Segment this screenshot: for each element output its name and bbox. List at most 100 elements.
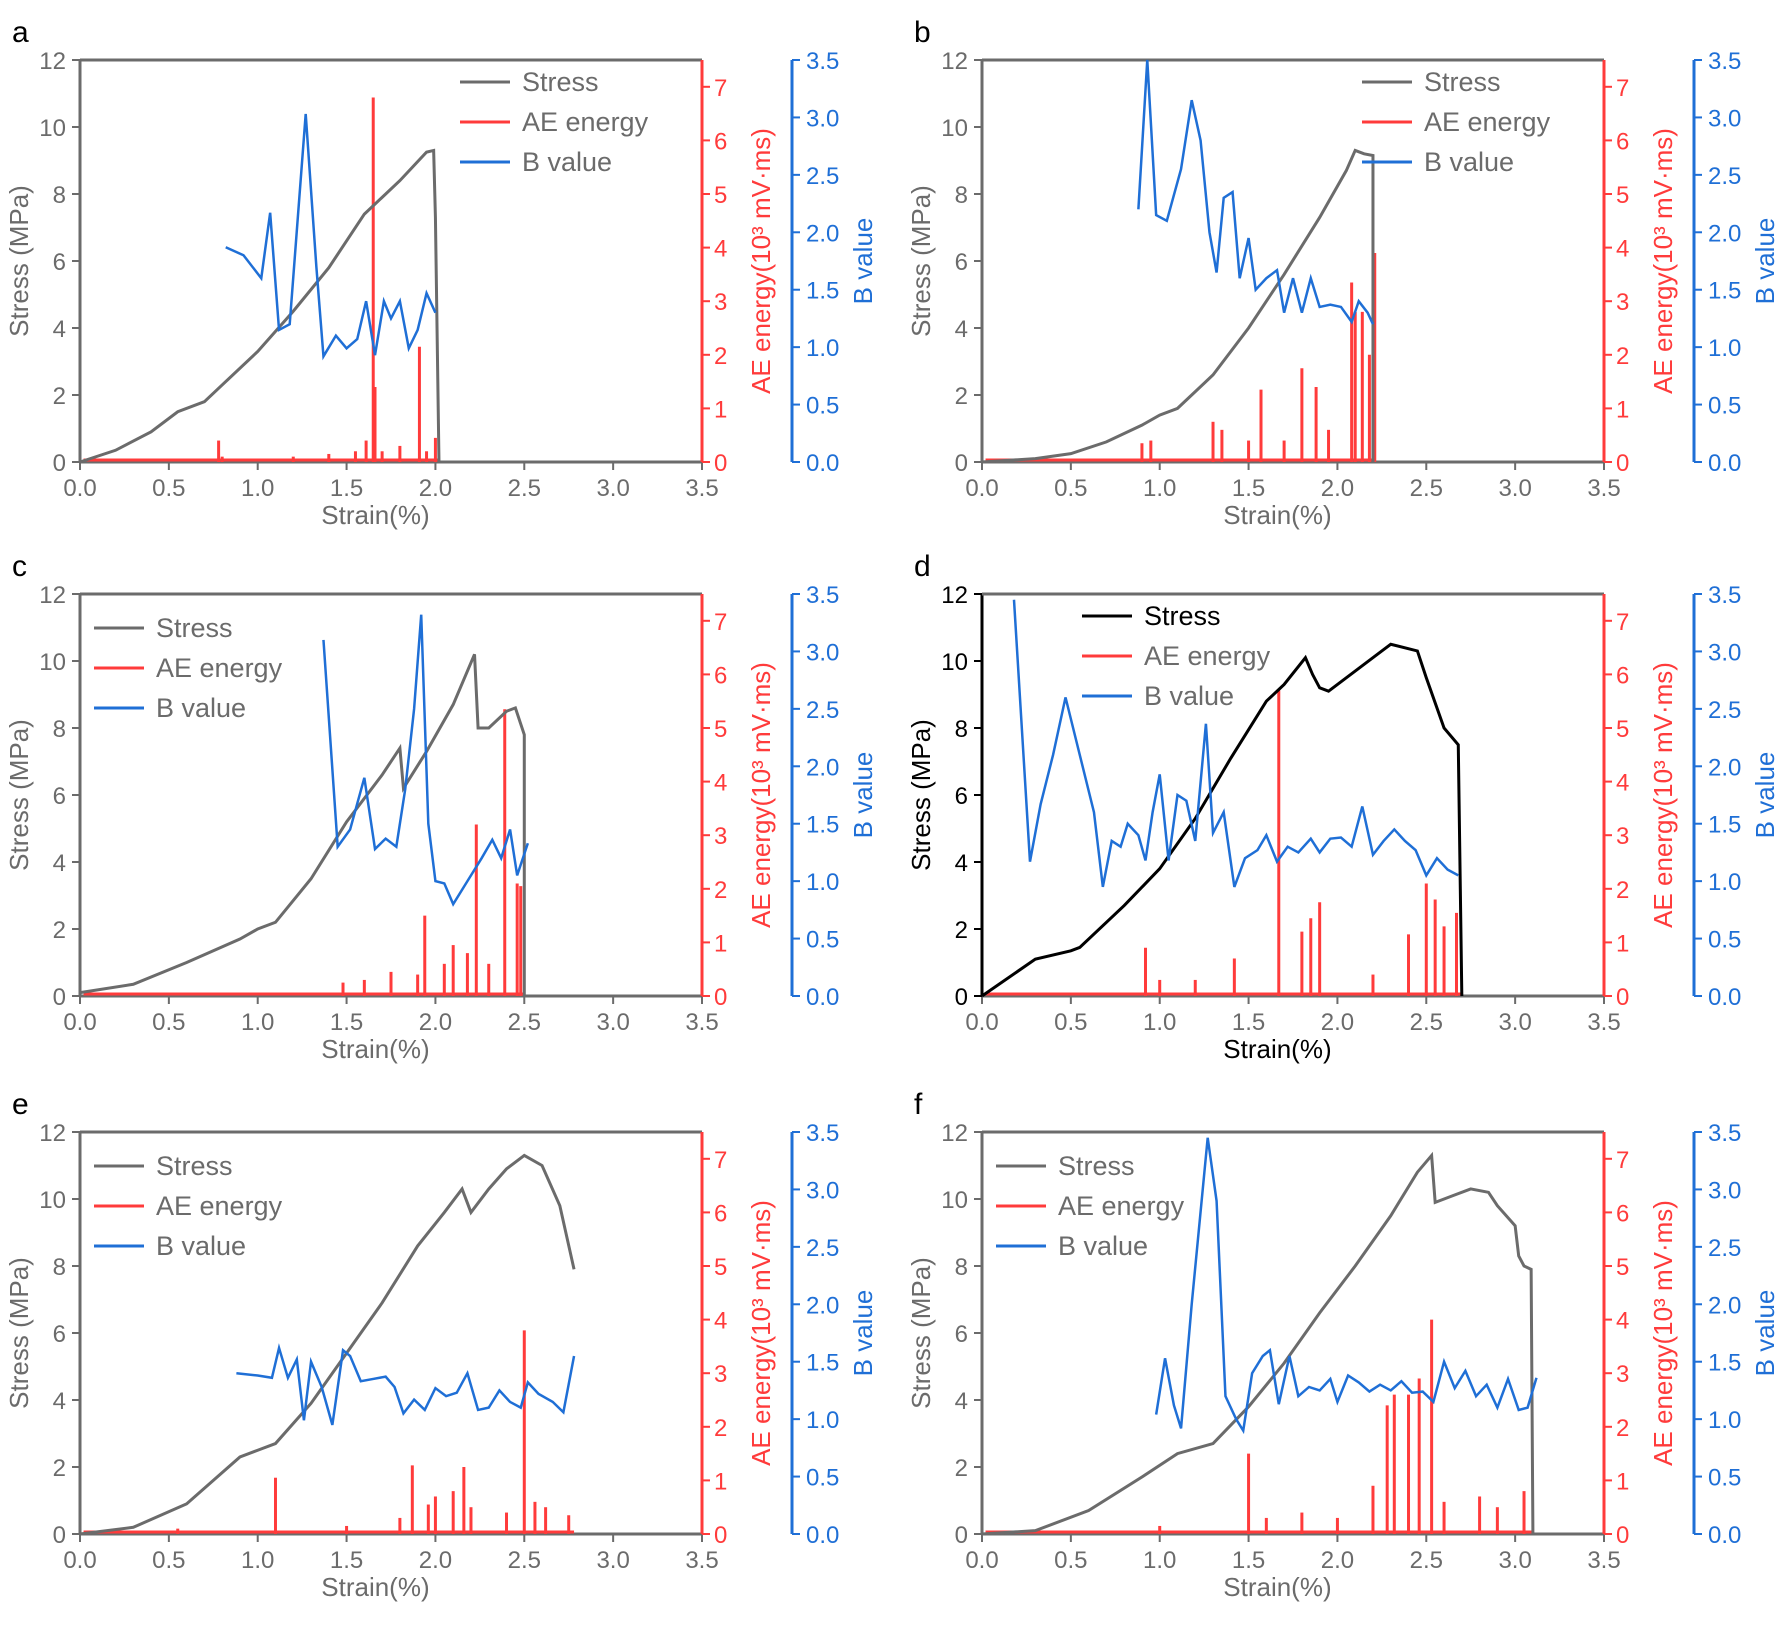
ae-tick-label: 4 [1616,236,1629,263]
ae-tick-label: 4 [714,1308,727,1335]
stress-tick-label: 10 [941,115,968,142]
b-axis-title: B value [848,218,878,305]
b-tick-label: 2.0 [806,754,839,781]
ae-tick-label: 3 [1616,823,1629,850]
ae-axis-title: AE energy(10³ mV·ms) [1648,662,1678,928]
panel-b: b 0.0 0.5 1.0 1.5 2.0 2.5 3.0 3.5 Strain(%) 0 2 4 6 8 1… [906,16,1780,530]
stress-tick-label: 8 [955,716,968,743]
b-tick-label: 0.0 [806,984,839,1011]
legend-label: Stress [522,67,599,97]
ae-tick-label: 2 [1616,877,1629,904]
b-tick-label: 1.5 [1708,812,1741,839]
x-tick-label: 0.0 [63,1547,96,1574]
stress-line [981,642,1464,998]
ae-tick-label: 6 [714,128,727,155]
ae-tick-label: 6 [1616,1200,1629,1227]
x-tick-label: 2.0 [419,475,452,502]
ae-tick-label: 2 [714,1415,727,1442]
b-tick-label: 2.5 [1708,1235,1741,1262]
legend-label: B value [156,693,246,723]
ae-tick-label: 4 [1616,1308,1629,1335]
b-tick-label: 1.5 [806,278,839,305]
b-value-line [1154,1137,1538,1435]
legend-label: AE energy [1424,107,1551,137]
b-tick-label: 3.5 [1708,1120,1741,1147]
stress-tick-label: 6 [53,783,66,810]
ae-tick-label: 0 [1616,1522,1629,1549]
b-value-line [322,614,530,907]
x-tick-label: 3.5 [685,475,718,502]
b-tick-label: 3.0 [806,105,839,132]
stress-tick-label: 10 [39,1187,66,1214]
stress-tick-label: 0 [955,984,968,1011]
stress-tick-label: 4 [955,1388,968,1415]
stress-axis-title: Stress (MPa) [4,719,34,871]
ae-tick-label: 5 [1616,716,1629,743]
ae-tick-label: 1 [714,396,727,423]
x-tick-label: 3.5 [1587,1547,1620,1574]
x-tick-label: 1.5 [330,475,363,502]
b-tick-label: 0.5 [1708,393,1741,420]
b-axis-title: B value [1750,218,1780,305]
stress-line [79,653,526,996]
ae-tick-label: 0 [1616,984,1629,1011]
b-tick-label: 3.0 [806,1177,839,1204]
legend-label: B value [156,1231,246,1261]
x-tick-label: 3.5 [685,1547,718,1574]
x-tick-label: 2.0 [419,1547,452,1574]
ae-axis-title: AE energy(10³ mV·ms) [1648,128,1678,394]
stress-axis-title: Stress (MPa) [4,185,34,337]
b-tick-label: 2.5 [806,697,839,724]
x-tick-label: 1.0 [241,1009,274,1036]
stress-tick-label: 0 [955,1522,968,1549]
stress-tick-label: 12 [39,582,66,609]
x-tick-label: 2.5 [508,1009,541,1036]
x-tick-label: 3.0 [596,1547,629,1574]
stress-axis-title: Stress (MPa) [906,719,936,871]
stress-tick-label: 6 [955,783,968,810]
b-tick-label: 2.0 [806,1292,839,1319]
b-tick-label: 0.5 [806,1465,839,1492]
stress-tick-label: 12 [39,1120,66,1147]
ae-tick-label: 3 [1616,289,1629,316]
x-tick-label: 2.5 [1410,475,1443,502]
stress-tick-label: 12 [39,48,66,75]
ae-axis-title: AE energy(10³ mV·ms) [746,128,776,394]
ae-tick-label: 7 [714,609,727,636]
stress-tick-label: 0 [53,450,66,477]
stress-tick-label: 2 [955,1455,968,1482]
legend-label: AE energy [156,1191,283,1221]
x-tick-label: 3.5 [1587,1009,1620,1036]
b-axis-title: B value [848,752,878,839]
legend-label: AE energy [156,653,283,683]
legend-label: B value [1058,1231,1148,1261]
b-value-line [1012,599,1459,888]
stress-tick-label: 4 [53,1388,66,1415]
x-tick-label: 3.0 [1498,475,1531,502]
stress-line [981,148,1375,464]
b-tick-label: 2.5 [1708,697,1741,724]
ae-tick-label: 2 [1616,1415,1629,1442]
b-tick-label: 1.0 [1708,335,1741,362]
ae-tick-label: 5 [1616,182,1629,209]
b-tick-label: 2.5 [1708,163,1741,190]
x-tick-label: 3.0 [1498,1009,1531,1036]
b-tick-label: 0.5 [1708,927,1741,954]
x-tick-label: 2.5 [1410,1547,1443,1574]
stress-tick-label: 2 [53,1455,66,1482]
b-tick-label: 2.5 [806,163,839,190]
b-tick-label: 3.5 [806,582,839,609]
b-tick-label: 0.5 [806,927,839,954]
stress-axis-title: Stress (MPa) [4,1257,34,1409]
ae-tick-label: 5 [714,1254,727,1281]
b-tick-label: 3.0 [1708,1177,1741,1204]
stress-line [981,1151,1535,1536]
x-tick-label: 3.5 [1587,475,1620,502]
ae-tick-label: 7 [1616,609,1629,636]
stress-tick-label: 2 [53,383,66,410]
b-tick-label: 1.0 [806,335,839,362]
stress-tick-label: 0 [955,450,968,477]
panel-f: f 0.0 0.5 1.0 1.5 2.0 2.5 3.0 3.5 Strain(%) 0 2 4 6 8 1… [906,1088,1780,1602]
